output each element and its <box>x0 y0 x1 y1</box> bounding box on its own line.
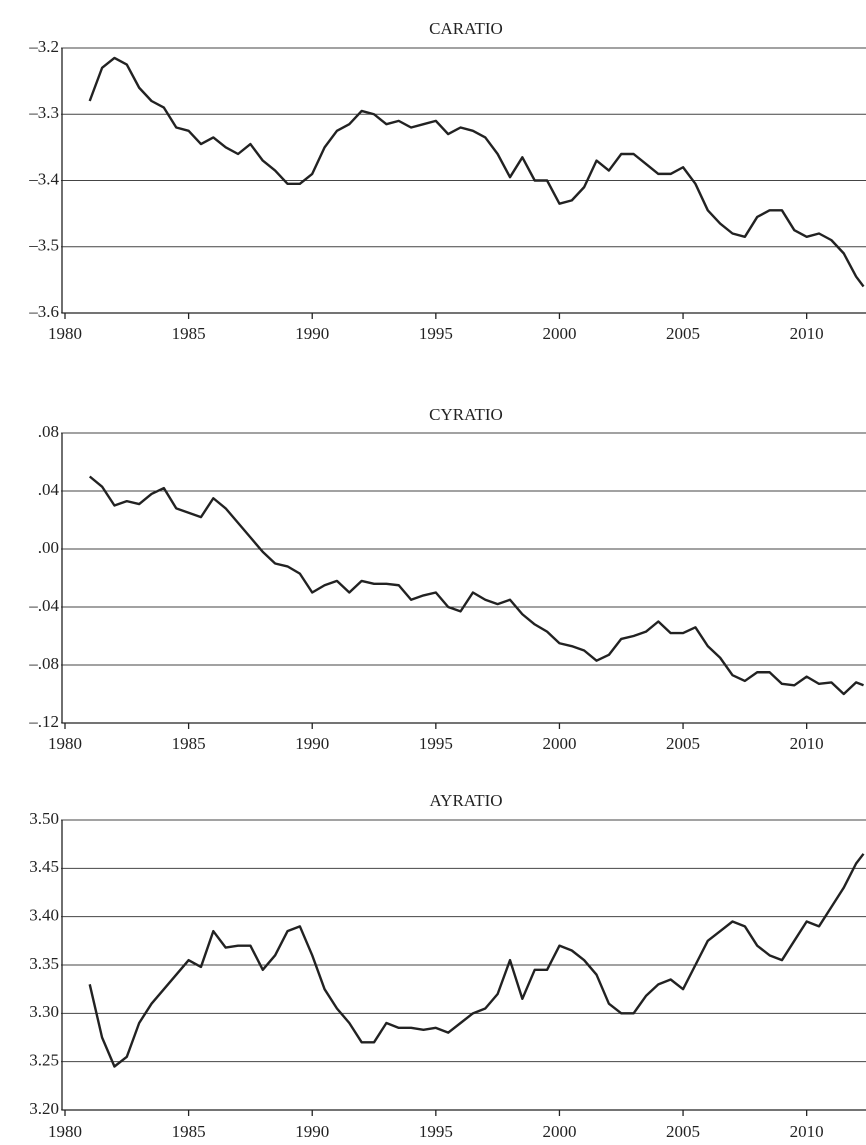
x-tick-label: 1995 <box>419 324 453 343</box>
y-tick-label: –.08 <box>28 654 59 673</box>
y-tick-label: –3.6 <box>28 302 59 321</box>
data-line <box>88 853 865 1068</box>
x-tick-label: 1990 <box>295 1122 329 1141</box>
chart-title: CYRATIO <box>429 405 503 424</box>
y-tick-label: –3.3 <box>28 103 59 122</box>
y-tick-label: 3.20 <box>29 1099 59 1118</box>
x-tick-label: 2000 <box>542 734 576 753</box>
x-tick-label: 1980 <box>48 734 82 753</box>
x-tick-label: 1985 <box>172 324 206 343</box>
x-tick-label: 2000 <box>542 324 576 343</box>
x-tick-label: 1995 <box>419 1122 453 1141</box>
y-tick-label: 3.40 <box>29 906 59 925</box>
x-tick-label: 1980 <box>48 324 82 343</box>
y-tick-label: 3.35 <box>29 954 59 973</box>
y-tick-label: 3.50 <box>29 809 59 828</box>
x-tick-label: 2005 <box>666 324 700 343</box>
x-tick-label: 1990 <box>295 324 329 343</box>
y-tick-label: –3.5 <box>28 236 59 255</box>
chart-title: CARATIO <box>429 19 503 38</box>
y-tick-label: –3.2 <box>28 37 59 56</box>
data-line <box>88 56 865 288</box>
chart-title: AYRATIO <box>429 791 502 810</box>
x-tick-label: 2000 <box>542 1122 576 1141</box>
y-tick-label: –.04 <box>28 596 59 615</box>
x-tick-label: 1980 <box>48 1122 82 1141</box>
x-tick-label: 1990 <box>295 734 329 753</box>
x-tick-label: 1985 <box>172 734 206 753</box>
x-tick-label: 2010 <box>790 734 824 753</box>
x-tick-label: 2005 <box>666 734 700 753</box>
x-tick-label: 1995 <box>419 734 453 753</box>
y-tick-label: 3.45 <box>29 857 59 876</box>
y-tick-label: .00 <box>38 538 59 557</box>
y-tick-label: .04 <box>38 480 60 499</box>
y-tick-label: 3.25 <box>29 1051 59 1070</box>
y-tick-label: 3.30 <box>29 1002 59 1021</box>
x-tick-label: 2010 <box>790 1122 824 1141</box>
y-tick-label: .08 <box>38 422 59 441</box>
x-tick-label: 2005 <box>666 1122 700 1141</box>
data-line <box>88 475 864 696</box>
y-tick-label: –.12 <box>28 712 59 731</box>
x-tick-label: 2010 <box>790 324 824 343</box>
x-tick-label: 1985 <box>172 1122 206 1141</box>
y-tick-label: –3.4 <box>28 169 59 188</box>
